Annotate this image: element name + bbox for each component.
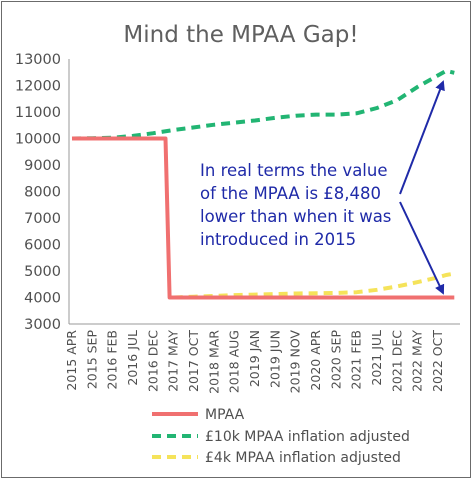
chart-title: Mind the MPAA Gap! — [123, 22, 358, 48]
annotation-arrow-up — [399, 80, 445, 195]
annotation-line: introduced in 2015 — [200, 230, 356, 249]
y-tick-label: 8000 — [24, 185, 61, 201]
x-tick-label: 2016 JUL — [125, 330, 140, 386]
x-tick-label: 2022 MAY — [410, 330, 425, 392]
x-tick-label: 2021 DEC — [389, 330, 404, 392]
x-tick-labels: 2015 APR 2015 SEP 2016 FEB 2016 JUL 2016 DEC… — [64, 330, 445, 394]
y-tick-label: 13000 — [15, 52, 61, 68]
y-tick-label: 7000 — [24, 211, 61, 227]
x-tick-label: 2019 NOV — [288, 330, 303, 394]
y-tick-label: 6000 — [24, 238, 61, 254]
x-tick-label: 2015 APR — [64, 330, 79, 391]
x-tick-label: 2019 JUN — [267, 330, 282, 388]
x-tick-label: 2019 JAN — [247, 330, 262, 387]
series-layer — [71, 68, 455, 300]
legend: MPAA £10k MPAA inflation adjusted £4k MP… — [152, 407, 410, 466]
y-tick-label: 3000 — [24, 317, 61, 333]
y-tick-label: 9000 — [24, 158, 61, 174]
legend-label-10k: £10k MPAA inflation adjusted — [205, 429, 410, 445]
y-tick-label: 5000 — [24, 264, 61, 280]
axes — [68, 59, 460, 325]
x-tick-label: 2017 OCT — [186, 330, 201, 392]
annotation-line: lower than when it was — [200, 207, 391, 226]
annotation: In real terms the value of the MPAA is £… — [200, 80, 445, 295]
annotation-arrow-down — [399, 201, 445, 295]
annotation-line: of the MPAA is £8,480 — [200, 184, 381, 203]
y-tick-label: 4000 — [24, 291, 61, 307]
x-tick-label: 2020 SEP — [328, 330, 343, 390]
x-tick-label: 2021 FEB — [349, 330, 364, 389]
y-tick-label: 11000 — [15, 105, 61, 121]
x-tick-label: 2021 JUL — [369, 330, 384, 386]
y-tick-label: 10000 — [15, 132, 61, 148]
annotation-line: In real terms the value — [200, 161, 388, 180]
x-tick-label: 2018 MAR — [206, 330, 221, 394]
x-tick-label: 2016 FEB — [105, 330, 120, 389]
legend-label-4k: £4k MPAA inflation adjusted — [205, 450, 401, 466]
x-tick-label: 2020 APR — [308, 330, 323, 391]
x-tick-label: 2017 MAY — [166, 330, 181, 392]
y-tick-labels: 3000 4000 5000 6000 7000 8000 9000 10000 11000 12… — [15, 52, 61, 333]
x-tick-label: 2016 DEC — [145, 330, 160, 392]
x-tick-label: 2015 SEP — [84, 330, 99, 390]
y-tick-label: 12000 — [15, 79, 61, 95]
series-line — [173, 271, 455, 300]
x-tick-label: 2022 OCT — [430, 330, 445, 392]
series-line — [72, 136, 455, 300]
series-line — [71, 68, 455, 141]
legend-label-mpaa: MPAA — [205, 407, 245, 423]
x-tick-label: 2018 AUG — [227, 330, 242, 393]
